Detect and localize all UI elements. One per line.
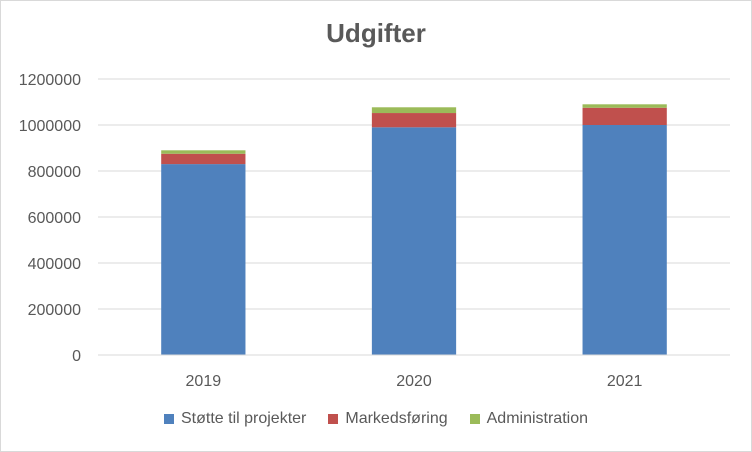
bar-2020-series-1 xyxy=(371,113,457,128)
legend: Støtte til projekter Markedsføring Admin… xyxy=(0,410,752,428)
bar-2021-series-1 xyxy=(582,107,667,125)
y-tick-label: 200000 xyxy=(28,302,81,319)
bar-2020-series-2 xyxy=(371,107,457,114)
y-tick-label: 1000000 xyxy=(19,118,81,135)
bar-2019-series-2 xyxy=(161,150,246,154)
y-tick-label: 0 xyxy=(72,348,81,365)
bar-2020-series-0 xyxy=(371,127,457,355)
legend-swatch-markedsforing xyxy=(328,414,339,424)
legend-label-administration: Administration xyxy=(486,410,588,427)
x-tick-label: 2020 xyxy=(396,373,432,390)
legend-item-markedsforing: Markedsføring xyxy=(328,410,448,428)
legend-label-markedsforing: Markedsføring xyxy=(345,410,448,427)
bar-2021-series-2 xyxy=(582,104,667,108)
y-tick-label: 1200000 xyxy=(19,72,81,89)
bar-2019-series-0 xyxy=(161,164,246,355)
y-tick-label: 400000 xyxy=(28,256,81,273)
x-tick-label: 2021 xyxy=(607,373,643,390)
legend-swatch-administration xyxy=(469,414,480,424)
legend-swatch-stotte xyxy=(164,414,174,424)
legend-item-administration: Administration xyxy=(469,410,588,428)
bar-2021-series-0 xyxy=(582,125,667,355)
legend-label-stotte: Støtte til projekter xyxy=(181,410,307,427)
y-tick-label: 800000 xyxy=(28,164,81,181)
bar-2019-series-1 xyxy=(161,153,246,165)
axes: 0 200000 400000 600000 800000 1000000 1200000 2… xyxy=(19,72,730,390)
bars xyxy=(161,104,667,355)
x-tick-label: 2019 xyxy=(186,373,222,390)
y-tick-label: 600000 xyxy=(28,210,81,227)
legend-item-stotte: Støtte til projekter xyxy=(164,410,306,428)
chart-title: Udgifter xyxy=(326,18,426,48)
